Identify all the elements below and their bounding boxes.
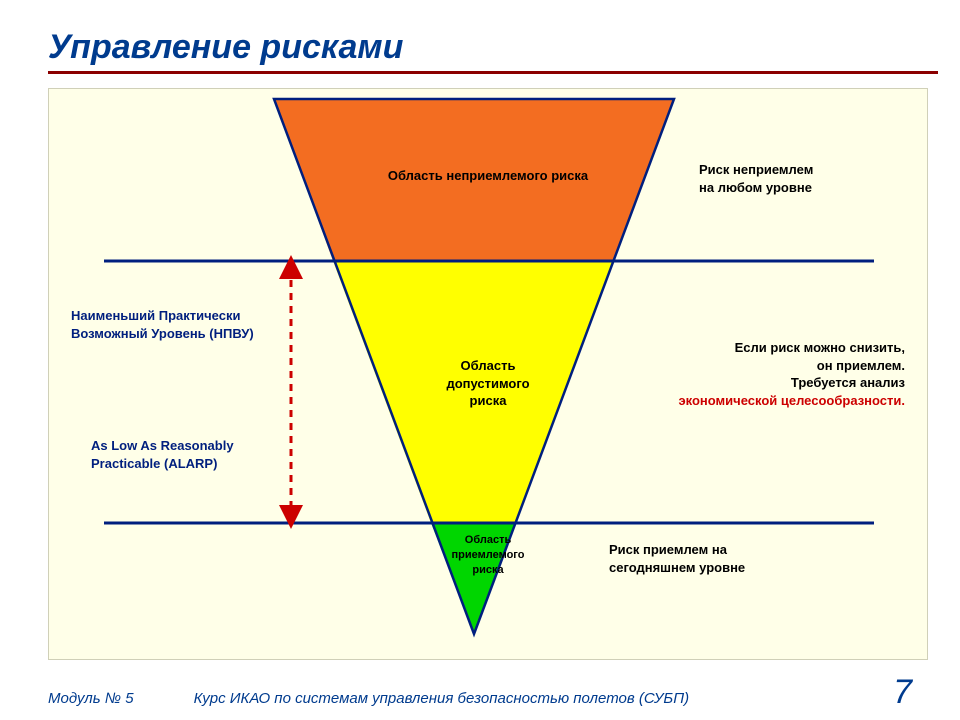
footer-course: Курс ИКАО по системам управления безопас…	[194, 690, 690, 707]
slide-title: Управление рисками	[48, 28, 920, 67]
footer: Модуль № 5 Курс ИКАО по системам управле…	[0, 673, 960, 712]
title-rule	[48, 71, 938, 74]
footer-module: Модуль № 5	[48, 690, 134, 707]
label-left-en: As Low As Reasonably Practicable (ALARP)	[91, 437, 234, 472]
diagram-area: Область неприемлемого риска Область допу…	[48, 88, 928, 660]
label-left-ru: Наименьший Практически Возможный Уровень…	[71, 307, 254, 342]
label-bot-region: Область приемлемого риска	[49, 533, 927, 578]
label-right-mid: Если риск можно снизить, он приемлем. Тр…	[678, 339, 905, 409]
label-right-bot: Риск приемлем на сегодняшнем уровне	[609, 541, 745, 576]
label-right-top: Риск неприемлем на любом уровне	[699, 161, 813, 196]
footer-pagenum: 7	[893, 673, 912, 712]
